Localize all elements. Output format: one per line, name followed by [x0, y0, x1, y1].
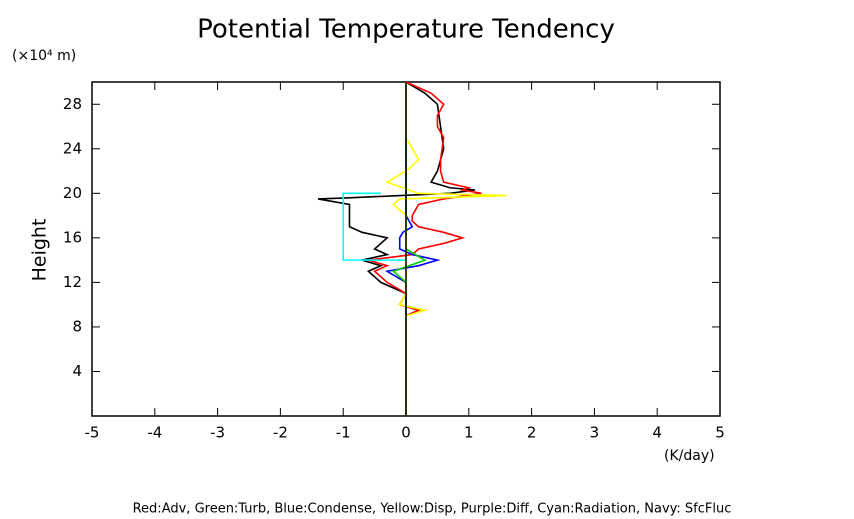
y-tick-label: 4 [72, 362, 82, 380]
x-tick-label: -5 [85, 424, 100, 442]
profile-line [368, 81, 482, 416]
x-tick-label: -4 [147, 424, 162, 442]
y-tick-label: 8 [72, 317, 82, 335]
x-tick-label: 5 [715, 424, 725, 442]
legend-text: Red:Adv, Green:Turb, Blue:Condense, Yell… [133, 502, 732, 517]
x-tick-label: -1 [336, 424, 351, 442]
chart-title: Potential Temperature Tendency [197, 15, 615, 45]
y-tick-label: 24 [63, 139, 82, 157]
x-tick-label: 2 [527, 424, 537, 442]
profile-line [342, 192, 406, 261]
y-tick-label: 16 [63, 228, 82, 246]
x-tick-label: -3 [210, 424, 225, 442]
x-tick-label: -2 [273, 424, 288, 442]
y-axis-label: Height [29, 219, 51, 282]
y-tick-label: 28 [63, 95, 82, 113]
y-unit: (×10⁴ m) [12, 48, 76, 64]
x-tick-label: 1 [464, 424, 474, 442]
y-tick-label: 20 [63, 184, 82, 202]
profile-line [384, 82, 441, 416]
profile-line [317, 81, 476, 416]
profile-line [385, 82, 507, 416]
y-tick-label: 12 [63, 273, 82, 291]
x-tick-label: 4 [652, 424, 662, 442]
x-tick-label: 3 [590, 424, 600, 442]
x-unit: (K/day) [664, 448, 715, 464]
x-tick-label: 0 [401, 424, 411, 442]
